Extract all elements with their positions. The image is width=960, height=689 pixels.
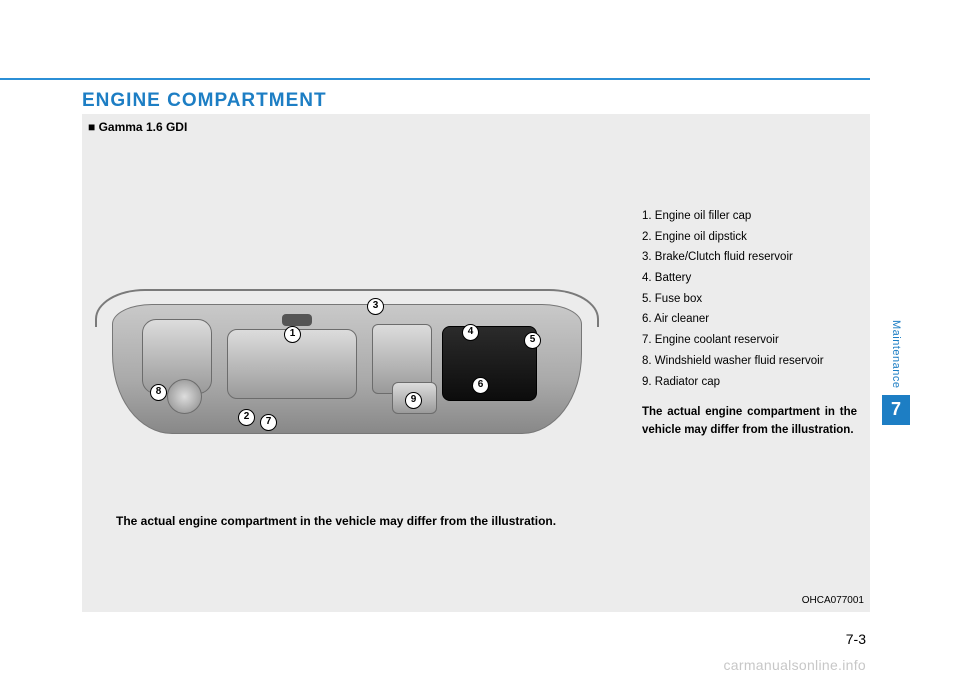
callout-2: 2	[238, 409, 255, 426]
legend-item: 1. Engine oil filler cap	[642, 206, 857, 227]
figure-code: OHCA077001	[802, 595, 864, 606]
top-rule	[0, 78, 870, 80]
legend-item: 7. Engine coolant reservoir	[642, 330, 857, 351]
callout-5: 5	[524, 332, 541, 349]
legend-item: 6. Air cleaner	[642, 309, 857, 330]
legend-item: 4. Battery	[642, 268, 857, 289]
legend-item: 5. Fuse box	[642, 289, 857, 310]
callout-4: 4	[462, 324, 479, 341]
page-number: 7-3	[846, 631, 866, 647]
engine-part	[167, 379, 202, 414]
engine-variant-label: ■ Gamma 1.6 GDI	[88, 120, 187, 134]
diagram-caption: The actual engine compartment in the veh…	[116, 514, 556, 528]
legend-item: 8. Windshield washer fluid reservoir	[642, 351, 857, 372]
figure-panel: ■ Gamma 1.6 GDI 1 2 3 4 5 6 7 8 9 The ac…	[82, 114, 870, 612]
engine-diagram: 1 2 3 4 5 6 7 8 9	[92, 274, 602, 464]
callout-9: 9	[405, 392, 422, 409]
legend-note: The actual engine compartment in the veh…	[642, 404, 857, 440]
watermark: carmanualsonline.info	[724, 657, 867, 673]
legend-item: 9. Radiator cap	[642, 372, 857, 393]
page-title: ENGINE COMPARTMENT	[82, 90, 327, 112]
chapter-number: 7	[882, 395, 910, 425]
callout-3: 3	[367, 298, 384, 315]
engine-part	[282, 314, 312, 326]
legend-item: 3. Brake/Clutch fluid reservoir	[642, 247, 857, 268]
callout-7: 7	[260, 414, 277, 431]
chapter-tab: Maintenance 7	[882, 320, 910, 425]
chapter-label: Maintenance	[890, 320, 902, 389]
page: ENGINE COMPARTMENT ■ Gamma 1.6 GDI 1 2 3…	[0, 0, 960, 689]
legend-item: 2. Engine oil dipstick	[642, 227, 857, 248]
engine-part	[442, 326, 537, 401]
callout-8: 8	[150, 384, 167, 401]
callout-6: 6	[472, 377, 489, 394]
callout-1: 1	[284, 326, 301, 343]
legend-list: 1. Engine oil filler cap 2. Engine oil d…	[642, 206, 857, 440]
